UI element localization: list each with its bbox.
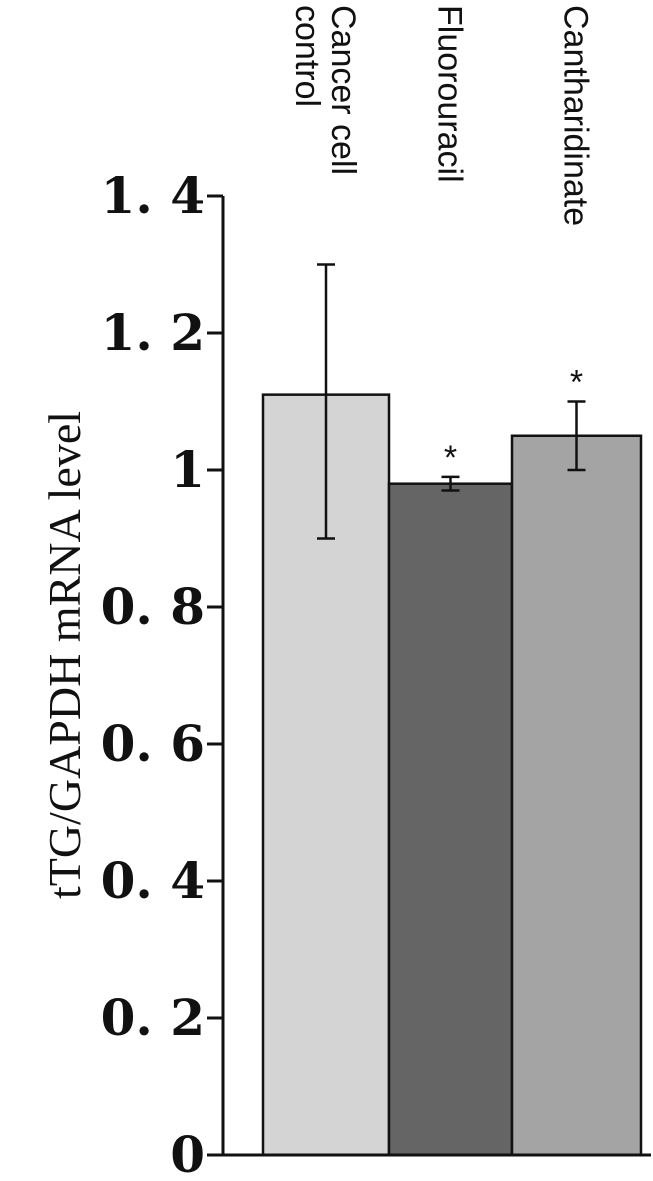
y-tick-label: 1. 4 <box>101 166 205 225</box>
significance-marker: * <box>570 364 583 402</box>
category-label: Fluorouracil <box>431 5 469 183</box>
bar <box>387 482 514 1157</box>
category-label: Cantharidinate <box>557 5 595 226</box>
category-label: Cancer cell <box>324 5 362 175</box>
y-tick-label: 0. 6 <box>101 714 205 773</box>
significance-marker: * <box>444 439 457 477</box>
y-tick-label: 1 <box>170 440 205 499</box>
y-tick-label: 0 <box>170 1125 205 1181</box>
y-tick-label: 1. 2 <box>101 303 205 362</box>
bar <box>510 434 643 1157</box>
y-tick-label: 0. 2 <box>101 988 205 1047</box>
y-tick-label: 0. 8 <box>101 577 205 636</box>
category-label: control <box>288 5 326 107</box>
y-tick-label: 0. 4 <box>101 851 205 910</box>
y-axis-title: tTG/GAPDH mRNA level <box>39 411 90 899</box>
